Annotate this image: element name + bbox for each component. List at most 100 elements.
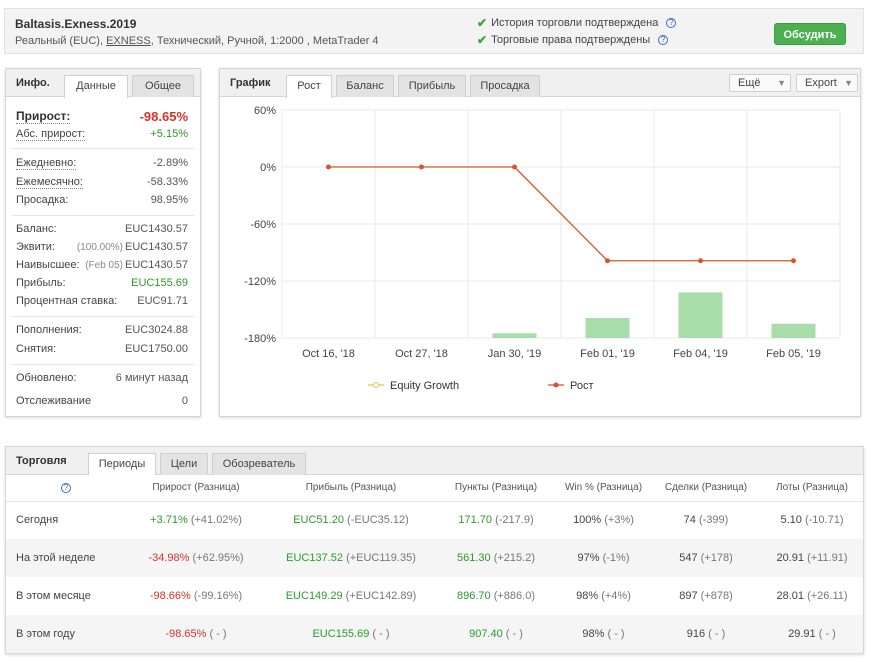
tab-general[interactable]: Общее <box>132 75 194 97</box>
divider <box>12 215 194 216</box>
broker-link[interactable]: EXNESS <box>106 35 151 47</box>
legend-label-equity: Equity Growth <box>390 380 459 392</box>
chevron-down-icon: ▼ <box>777 78 786 88</box>
daily-row: Ежедневно: -2.89% <box>16 157 188 173</box>
help-icon[interactable]: ? <box>61 483 71 494</box>
lots-diff: (+11.91) <box>807 552 848 564</box>
pips-diff: ( - ) <box>505 628 523 640</box>
equity-bar <box>585 318 630 338</box>
more-dropdown[interactable]: Ещё ▼ <box>729 74 791 92</box>
rights-verified: ✔ Торговые права подтверждены ? <box>477 33 669 47</box>
pips-cell: 561.30 <box>457 552 491 564</box>
legend-label-growth: Рост <box>570 380 594 392</box>
checkmark-icon: ✔ <box>477 16 488 30</box>
equity-bar <box>492 333 537 338</box>
x-tick-label: Feb 05, '19 <box>766 348 821 360</box>
highest-value: EUC1430.57 <box>125 259 188 271</box>
export-dropdown[interactable]: Export ▼ <box>796 74 858 92</box>
drawdown-value: 98.95% <box>150 194 188 206</box>
history-verified: ✔ История торговли подтверждена ? <box>477 16 677 30</box>
lots-cell: 29.91 <box>788 628 816 640</box>
info-panel-header: Инфо. Данные Общее <box>6 69 200 98</box>
tab-data[interactable]: Данные <box>64 75 128 98</box>
profit-diff: (+EUC119.35) <box>346 552 416 564</box>
tab-drawdown[interactable]: Просадка <box>470 75 540 97</box>
tab-profit[interactable]: Прибыль <box>398 75 466 97</box>
trading-title: Торговля <box>16 455 67 467</box>
growth-point <box>512 164 517 170</box>
x-tick-label: Oct 16, '18 <box>302 348 355 360</box>
interest-row: Процентная ставка: EUC91.71 <box>16 295 188 311</box>
discuss-button[interactable]: Обсудить <box>774 23 846 45</box>
profit-diff: (+EUC142.89) <box>345 590 417 602</box>
win-diff: ( - ) <box>607 628 625 640</box>
win-cell: 98% <box>582 628 605 640</box>
lots-cell: 20.91 <box>776 552 804 564</box>
trading-panel: Торговля Периоды Цели Обозреватель ? При… <box>5 446 864 654</box>
account-subtitle: Реальный (EUC), EXNESS, Технический, Руч… <box>15 35 379 47</box>
updated-label: Обновлено: <box>16 372 77 384</box>
tab-explorer[interactable]: Обозреватель <box>212 453 306 475</box>
win-diff: (+4%) <box>601 590 631 602</box>
more-label: Ещё <box>738 77 761 89</box>
highest-row: Наивысшее: (Feb 05) EUC1430.57 <box>16 259 188 275</box>
abs-growth-value: +5.15% <box>150 128 188 140</box>
growth-label: Прирост: <box>16 109 71 124</box>
tab-balance[interactable]: Баланс <box>336 75 394 97</box>
history-verified-label: История торговли подтверждена <box>491 17 659 29</box>
abs-growth-label: Абс. прирост: <box>16 128 86 141</box>
win-diff: (-1%) <box>602 552 630 564</box>
highest-date: (Feb 05) <box>85 260 123 271</box>
pips-cell: 896.70 <box>457 590 491 602</box>
help-header: ? <box>6 475 126 502</box>
pips-diff: (-217.9) <box>495 514 534 527</box>
y-tick-label: 60% <box>254 105 276 117</box>
pips-cell: 907.40 <box>469 628 503 640</box>
tab-periods[interactable]: Периоды <box>88 453 156 476</box>
lots-diff: ( - ) <box>818 628 836 640</box>
withdrawals-row: Снятия: EUC1750.00 <box>16 343 188 359</box>
highest-label: Наивысшее: <box>16 259 80 271</box>
profit-row: Прибыль: EUC155.69 <box>16 277 188 293</box>
monthly-label: Ежемесячно: <box>16 176 83 189</box>
win-cell: 98% <box>576 590 599 602</box>
tab-goals[interactable]: Цели <box>160 453 208 475</box>
growth-cell: -34.98% <box>148 552 190 564</box>
growth-point <box>698 258 703 264</box>
withdrawals-value: EUC1750.00 <box>125 343 188 355</box>
win-diff: (+3%) <box>604 514 634 527</box>
help-icon[interactable]: ? <box>658 35 669 45</box>
profit-cell: EUC51.20 <box>293 514 344 527</box>
tracking-value[interactable]: 0 <box>181 395 188 407</box>
table-header-row: ? Прирост (Разница) Прибыль (Разница) Пу… <box>6 475 863 502</box>
period-label: Сегодня <box>16 514 59 527</box>
trades-diff: (+878) <box>700 590 733 602</box>
growth-diff: (-99.16%) <box>193 590 243 602</box>
y-tick-label: 0% <box>260 162 276 174</box>
column-header: Лоты (Разница) <box>761 475 863 502</box>
divider <box>12 316 194 317</box>
help-icon[interactable]: ? <box>666 18 677 28</box>
divider <box>12 148 194 149</box>
growth-value: -98.65% <box>139 109 188 124</box>
column-header: Прирост (Разница) <box>126 475 266 502</box>
profit-diff: ( - ) <box>372 628 390 640</box>
updated-value: 6 минут назад <box>115 372 188 384</box>
growth-diff: (+41.02%) <box>190 514 242 527</box>
legend-dot-growth <box>553 382 559 388</box>
x-tick-label: Feb 04, '19 <box>673 348 728 360</box>
checkmark-icon: ✔ <box>477 33 488 47</box>
equity-row: Эквити: (100.00%) EUC1430.57 <box>16 241 188 257</box>
trades-cell: 547 <box>679 552 698 564</box>
table-row: На этой неделе -34.98% (+62.95%) EUC137.… <box>6 539 863 577</box>
y-tick-label: -120% <box>244 276 276 288</box>
growth-point <box>419 164 424 170</box>
export-label: Export <box>805 77 837 89</box>
tab-growth[interactable]: Рост <box>286 75 332 98</box>
growth-row: Прирост: -98.65% <box>16 109 188 127</box>
equity-value: EUC1430.57 <box>125 241 188 253</box>
trades-diff: (+178) <box>700 552 733 564</box>
growth-point <box>605 258 610 264</box>
lots-cell: 28.01 <box>776 590 804 602</box>
growth-line <box>328 166 794 262</box>
